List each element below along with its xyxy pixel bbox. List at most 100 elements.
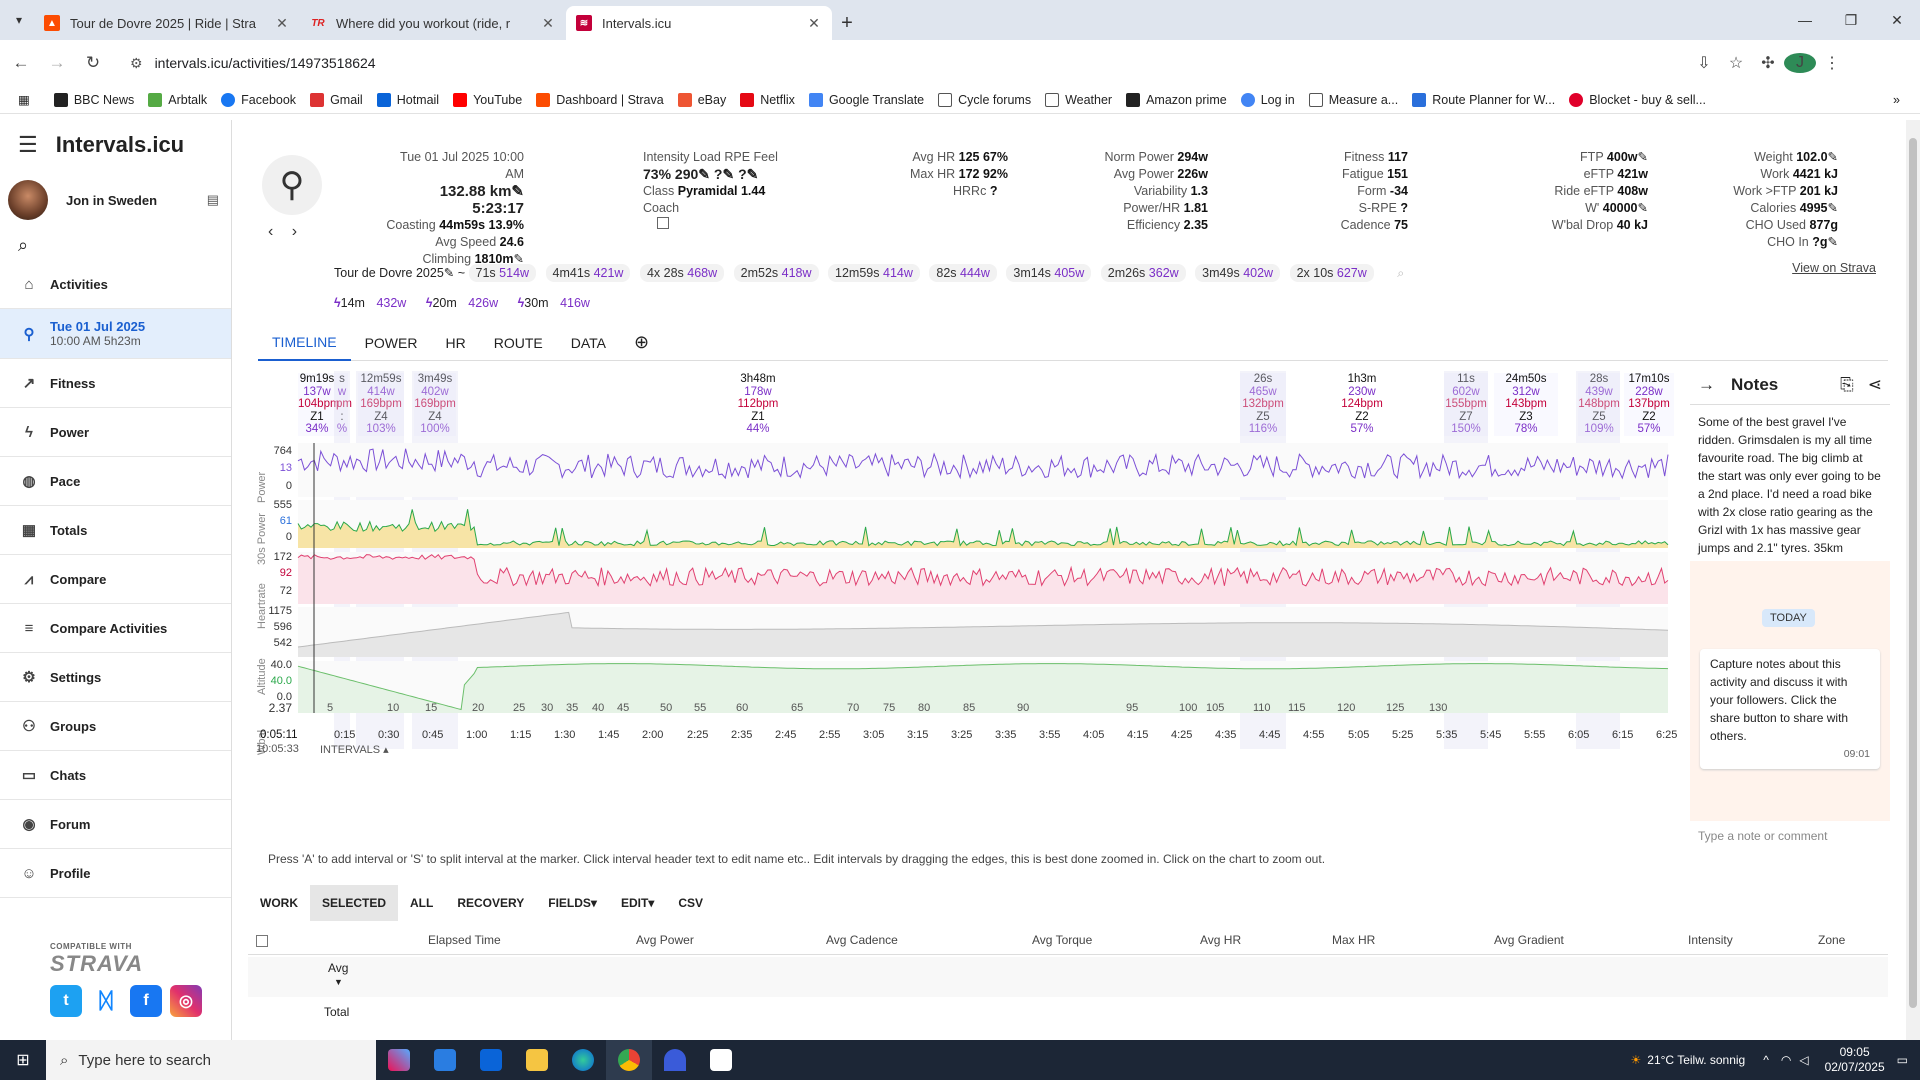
sidebar-item-totals[interactable]: ▦ Totals bbox=[0, 506, 231, 555]
best-effort[interactable]: 71s 514w bbox=[468, 264, 537, 282]
bookmark-log-in[interactable]: Log in bbox=[1240, 92, 1295, 107]
app-icon[interactable] bbox=[652, 1040, 698, 1080]
bookmark-youtube[interactable]: YouTube bbox=[453, 92, 522, 107]
col-avg-power[interactable]: Avg Power bbox=[636, 933, 694, 947]
wprime-value[interactable]: 40000 bbox=[1602, 201, 1638, 215]
snipping-icon[interactable] bbox=[698, 1040, 744, 1080]
col-zone[interactable]: Zone bbox=[1818, 933, 1846, 947]
browser-tab-intervals[interactable]: ≋ Intervals.icu ✕ bbox=[566, 6, 832, 40]
prev-activity-icon[interactable]: ‹ bbox=[268, 223, 274, 240]
share-icon[interactable]: ⋖ bbox=[1867, 374, 1882, 394]
bookmark-netflix[interactable]: Netflix bbox=[740, 92, 795, 107]
sidebar-item-profile[interactable]: ☺ Profile bbox=[0, 849, 231, 898]
sidebar-item-groups[interactable]: ⚇ Groups bbox=[0, 702, 231, 751]
browser-tab-strava[interactable]: ▲ Tour de Dovre 2025 | Ride | Stra ✕ bbox=[34, 6, 300, 40]
activity-name[interactable]: Tour de Dovre 2025 bbox=[334, 266, 444, 280]
sidebar-item-compare[interactable]: ⩘ Compare bbox=[0, 555, 231, 604]
next-activity-icon[interactable]: › bbox=[291, 223, 298, 240]
tab-route[interactable]: ROUTE bbox=[493, 334, 543, 351]
peak-effort[interactable]: ϟ30m 416w bbox=[517, 296, 590, 310]
best-effort[interactable]: 2m52s 418w bbox=[733, 264, 819, 282]
bookmarks-overflow-icon[interactable]: » bbox=[1893, 92, 1900, 107]
tab-data[interactable]: DATA bbox=[570, 334, 606, 351]
bookmark-arbtalk[interactable]: Arbtalk bbox=[148, 92, 207, 107]
sidebar-item-chats[interactable]: ▭ Chats bbox=[0, 751, 231, 800]
csv-button[interactable]: CSV bbox=[678, 896, 704, 910]
browser-menu-icon[interactable]: ⋮ bbox=[1824, 55, 1840, 72]
interval-header[interactable]: 1h3m 230w 124bpm Z2 57% bbox=[1341, 373, 1383, 435]
extensions-icon[interactable]: ✣ bbox=[1761, 55, 1775, 72]
new-tab-button[interactable]: + bbox=[841, 11, 853, 34]
bookmark-gmail[interactable]: Gmail bbox=[310, 92, 363, 107]
facebook-icon[interactable]: f bbox=[130, 985, 162, 1017]
profile-avatar[interactable]: J bbox=[1784, 53, 1816, 73]
coach-checkbox[interactable] bbox=[657, 217, 669, 229]
bookmark-route-planner[interactable]: Route Planner for W... bbox=[1412, 92, 1555, 107]
tab-search-icon[interactable]: ▾ bbox=[15, 13, 23, 27]
store-icon[interactable] bbox=[422, 1040, 468, 1080]
activity-description[interactable]: Some of the best gravel I've ridden. Gri… bbox=[1690, 409, 1890, 561]
interval-header[interactable]: 11s602w155bpmZ7150% bbox=[1444, 373, 1488, 436]
close-tab-icon[interactable]: ✕ bbox=[542, 14, 554, 31]
interval-header[interactable]: 28s439w148bpmZ5109% bbox=[1578, 373, 1620, 436]
brand-title[interactable]: Intervals.icu bbox=[55, 132, 185, 157]
col-max-hr[interactable]: Max HR bbox=[1332, 933, 1376, 947]
interval-header[interactable]: 24m50s 312w 143bpm Z3 78% bbox=[1494, 373, 1558, 436]
fields-dropdown[interactable]: FIELDS ▾ bbox=[548, 896, 597, 910]
avatar[interactable] bbox=[8, 180, 48, 220]
feel-value[interactable]: ? bbox=[738, 166, 747, 182]
restore-icon[interactable]: ❐ bbox=[1844, 11, 1858, 28]
sidebar-item-fitness[interactable]: ↗ Fitness bbox=[0, 359, 231, 408]
add-tab-icon[interactable]: ⊕ bbox=[633, 332, 650, 352]
weather-text[interactable]: 21°C Teilw. sonnig bbox=[1647, 1053, 1746, 1067]
bluesky-icon[interactable]: ᛞ bbox=[90, 985, 122, 1017]
interval-header[interactable]: swpm:% bbox=[336, 373, 352, 436]
col-elapsed-time[interactable]: Elapsed Time bbox=[428, 933, 501, 947]
bookmark-strava-dashboard[interactable]: Dashboard | Strava bbox=[536, 92, 664, 107]
sidebar-item-forum[interactable]: ◉ Forum bbox=[0, 800, 231, 849]
interval-header[interactable]: 26s465w132bpmZ5116% bbox=[1240, 373, 1286, 436]
cho-in-value[interactable]: ?g bbox=[1812, 235, 1828, 249]
edit-dropdown[interactable]: EDIT ▾ bbox=[620, 896, 655, 910]
notes-icon[interactable]: ▤ bbox=[206, 192, 219, 207]
outlook-icon[interactable] bbox=[468, 1040, 514, 1080]
all-filter-button[interactable]: ALL bbox=[410, 896, 434, 910]
search-icon[interactable]: ⌕ bbox=[1397, 266, 1405, 280]
intervals-toggle[interactable]: INTERVALS ▴ bbox=[320, 744, 389, 756]
sidebar-item-compare-activities[interactable]: ≡ Compare Activities bbox=[0, 604, 231, 653]
wifi-icon[interactable]: ◠ bbox=[1780, 1053, 1792, 1067]
col-intensity[interactable]: Intensity bbox=[1688, 933, 1733, 947]
bookmark-measure[interactable]: Measure a... bbox=[1308, 92, 1398, 107]
tab-hr[interactable]: HR bbox=[445, 334, 466, 351]
minimize-icon[interactable]: — bbox=[1798, 12, 1812, 28]
interval-header[interactable]: 9m19s 137w 104bpm Z1 34% bbox=[298, 373, 340, 436]
browser-tab-trainerroad[interactable]: TR Where did you workout (ride, r ✕ bbox=[300, 6, 566, 40]
col-avg-gradient[interactable]: Avg Gradient bbox=[1494, 933, 1564, 947]
install-app-icon[interactable]: ⇩ bbox=[1697, 55, 1711, 72]
sidebar-item-current-activity[interactable]: ⚲ Tue 01 Jul 2025 10:00 AM 5h23m bbox=[0, 309, 231, 359]
reload-icon[interactable]: ↻ bbox=[85, 53, 101, 72]
col-avg-torque[interactable]: Avg Torque bbox=[1032, 933, 1093, 947]
close-tab-icon[interactable]: ✕ bbox=[808, 14, 820, 31]
col-avg-cadence[interactable]: Avg Cadence bbox=[826, 933, 898, 947]
tab-timeline[interactable]: TIMELINE bbox=[258, 325, 351, 361]
ftp-value[interactable]: 400w bbox=[1606, 150, 1638, 164]
note-input[interactable]: Type a note or comment bbox=[1690, 821, 1890, 855]
sort-down-icon[interactable]: ▼ bbox=[334, 977, 343, 987]
page-scrollbar[interactable] bbox=[1906, 120, 1920, 1040]
sidebar-item-power[interactable]: ϟ Power bbox=[0, 408, 231, 457]
bookmark-cycle-forums[interactable]: Cycle forums bbox=[938, 92, 1031, 107]
calories-value[interactable]: 4995 bbox=[1799, 201, 1828, 215]
best-effort[interactable]: 12m59s 414w bbox=[828, 264, 920, 282]
recovery-filter-button[interactable]: RECOVERY bbox=[457, 896, 525, 910]
interval-header[interactable]: 3m49s402w169bpmZ4100% bbox=[414, 373, 456, 436]
back-icon[interactable]: ← bbox=[12, 53, 30, 72]
close-window-icon[interactable]: ✕ bbox=[1891, 11, 1903, 28]
chrome-icon[interactable] bbox=[606, 1040, 652, 1080]
distance-value[interactable]: 132.88 km bbox=[439, 183, 512, 200]
arrow-right-icon[interactable]: → bbox=[1698, 374, 1715, 394]
forward-icon[interactable]: → bbox=[48, 53, 66, 72]
best-effort[interactable]: 2m26s 362w bbox=[1100, 264, 1186, 282]
bookmark-blocket[interactable]: Blocket - buy & sell... bbox=[1569, 92, 1706, 107]
